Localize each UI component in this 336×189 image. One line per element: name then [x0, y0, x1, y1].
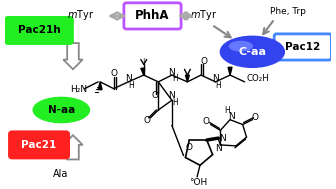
FancyArrow shape: [63, 43, 83, 69]
FancyBboxPatch shape: [124, 3, 181, 29]
Text: C-aa: C-aa: [238, 47, 266, 57]
Text: Ala: Ala: [53, 169, 68, 179]
Text: Pac21: Pac21: [22, 140, 57, 150]
Ellipse shape: [229, 41, 253, 52]
Text: O: O: [202, 117, 209, 126]
Polygon shape: [141, 68, 145, 75]
Text: N-aa: N-aa: [48, 105, 75, 115]
Text: Phe, Trp: Phe, Trp: [270, 7, 306, 15]
Text: O: O: [252, 113, 259, 122]
Polygon shape: [228, 67, 232, 75]
FancyBboxPatch shape: [274, 34, 331, 60]
Text: O: O: [110, 69, 117, 78]
Text: O: O: [143, 116, 150, 125]
Text: $\it{m}$Tyr: $\it{m}$Tyr: [67, 8, 94, 22]
FancyArrow shape: [63, 135, 83, 160]
Ellipse shape: [220, 36, 284, 67]
Text: N: N: [215, 144, 222, 153]
Text: |: |: [142, 58, 145, 65]
Ellipse shape: [33, 97, 89, 123]
Text: H: H: [172, 98, 178, 107]
Text: N: N: [168, 91, 175, 100]
Text: Pac21h: Pac21h: [18, 26, 60, 36]
Text: N: N: [168, 68, 175, 77]
FancyBboxPatch shape: [9, 132, 69, 158]
Text: CO₂H: CO₂H: [247, 74, 269, 84]
Text: N: N: [125, 74, 132, 84]
Text: H₂N: H₂N: [70, 85, 87, 94]
Text: O: O: [152, 91, 159, 100]
Text: N: N: [212, 74, 219, 84]
Text: H: H: [216, 81, 221, 90]
Text: H: H: [128, 81, 134, 90]
Text: O: O: [200, 57, 207, 66]
Text: H: H: [172, 74, 178, 84]
Text: °OH: °OH: [189, 178, 207, 187]
FancyBboxPatch shape: [6, 17, 73, 44]
Text: Pac12: Pac12: [285, 42, 321, 52]
Polygon shape: [98, 82, 102, 90]
Text: $\it{m}$Tyr: $\it{m}$Tyr: [190, 8, 217, 22]
Text: N: N: [228, 112, 235, 121]
Text: O: O: [186, 143, 193, 152]
Text: H: H: [224, 106, 230, 115]
Polygon shape: [185, 75, 189, 82]
Text: N: N: [219, 134, 226, 143]
Text: PhhA: PhhA: [135, 9, 170, 22]
